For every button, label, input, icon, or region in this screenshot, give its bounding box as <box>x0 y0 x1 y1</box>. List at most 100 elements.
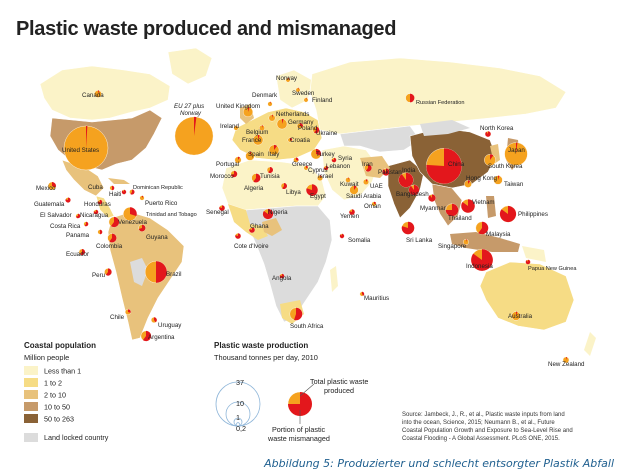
senegal-label: Senegal <box>206 209 229 216</box>
uruguay-marker <box>150 316 158 324</box>
belgium-marker <box>258 124 266 132</box>
poland-marker <box>296 122 304 130</box>
land-layer <box>39 47 596 356</box>
norway-label: Norway <box>276 75 298 82</box>
mexico-marker <box>47 181 57 191</box>
papua-new-guinea-label: Papua New Guinea <box>528 266 577 272</box>
egypt-label: Egypt <box>310 193 326 200</box>
italy-label: Italy <box>268 151 280 158</box>
bubble-layer <box>47 77 570 364</box>
israel-marker <box>316 174 324 182</box>
taiwan-marker <box>493 175 503 185</box>
india-label: India <box>402 167 416 174</box>
guyana-marker <box>138 224 146 232</box>
norway-mismanaged-slice <box>288 77 289 80</box>
italy-mismanaged-slice <box>274 144 278 150</box>
source-line-2: into the ocean, Science, 2015; Neumann B… <box>402 420 555 426</box>
colombia-label: Colombia <box>96 243 123 250</box>
poland-label: Poland <box>298 125 318 132</box>
uae-marker <box>362 178 370 186</box>
canada-marker <box>94 90 102 98</box>
angola-label: Angola <box>272 275 292 282</box>
puerto-rico-marker <box>139 195 145 201</box>
germany-marker <box>276 118 288 130</box>
turkey-label: Turkey <box>316 151 336 158</box>
land-europe <box>231 107 323 161</box>
legend-swatch-landlocked <box>24 433 38 442</box>
papua-new-guinea-mismanaged-slice <box>525 259 531 265</box>
indonesia-mismanaged-slice <box>471 249 493 271</box>
sweden-marker <box>295 87 301 93</box>
cote-d-ivoire-label: Cote d'Ivoire <box>234 243 269 250</box>
trinidad-and-tobago-label: Trinidad and Tobago <box>146 212 197 218</box>
pakistan-mismanaged-slice <box>382 168 390 176</box>
egypt-marker <box>306 184 318 196</box>
legend-swatch-0 <box>24 366 38 375</box>
guyana-mismanaged-slice <box>138 224 146 232</box>
finland-label: Finland <box>312 97 333 104</box>
tunisia-mismanaged-slice <box>268 166 274 174</box>
tunisia-marker <box>266 166 274 174</box>
malaysia-mismanaged-slice <box>478 221 489 235</box>
land-new-zealand <box>584 332 596 356</box>
legend-item-label-3: 10 to 50 <box>44 403 70 412</box>
legend-portion-label-1: Portion of plastic <box>272 425 326 434</box>
chile-label: Chile <box>110 314 125 321</box>
portugal-marker <box>234 156 242 164</box>
denmark-marker <box>267 101 273 107</box>
netherlands-marker <box>268 114 276 122</box>
portugal-label: Portugal <box>216 161 239 168</box>
legend-swatch-2 <box>24 390 38 399</box>
panama-marker <box>97 229 103 235</box>
united-kingdom-marker <box>242 106 254 118</box>
legend-item-label-2: 2 to 10 <box>44 391 66 400</box>
oman-mismanaged-slice <box>374 201 377 204</box>
land-central-asia <box>339 125 421 153</box>
chile-marker <box>124 308 132 316</box>
uae-label: UAE <box>370 183 383 190</box>
ecuador-mismanaged-slice <box>80 248 86 256</box>
hong-kong-label: Hong Kong <box>466 175 498 182</box>
ireland-mismanaged-slice <box>236 125 237 128</box>
colombia-marker <box>107 233 117 243</box>
ukraine-marker <box>312 126 320 134</box>
land-indonesia <box>450 232 520 252</box>
algeria-label: Algeria <box>244 185 264 192</box>
cote-d-ivoire-marker <box>234 232 242 240</box>
cote-d-ivoire-mismanaged-slice <box>235 233 241 239</box>
haiti-label: Haiti <box>109 191 121 198</box>
honduras-marker <box>97 199 103 205</box>
venezuela-mismanaged-slice <box>110 216 120 228</box>
pakistan-marker <box>382 168 390 176</box>
taiwan-mismanaged-slice <box>498 175 500 180</box>
pakistan-label: Pakistan <box>378 169 402 176</box>
puerto-rico-label: Puerto Rico <box>145 200 178 207</box>
canada-mismanaged-slice <box>98 90 100 94</box>
peru-marker <box>104 268 112 276</box>
belgium-label: Belgium <box>246 129 268 136</box>
land-africa-west-coast <box>228 204 268 240</box>
land-mongolia <box>420 120 470 136</box>
singapore-mismanaged-slice <box>466 239 467 242</box>
legend-swatch-4 <box>24 414 38 423</box>
russian-federation-label: Russian Federation <box>416 100 465 106</box>
sri-lanka-label: Sri Lanka <box>406 237 433 244</box>
yemen-label: Yemen <box>340 213 360 220</box>
taiwan-label: Taiwan <box>504 181 524 188</box>
north-korea-label: North Korea <box>480 125 514 132</box>
uruguay-mismanaged-slice <box>154 317 157 323</box>
venezuela-label: Venezuela <box>118 219 147 226</box>
algeria-mismanaged-slice <box>253 173 261 183</box>
germany-label: Germany <box>288 119 314 126</box>
argentina-label: Argentina <box>148 334 175 341</box>
legend-coastal-title: Coastal population <box>24 341 96 350</box>
south-korea-label: South Korea <box>488 163 523 170</box>
somalia-marker <box>339 233 345 239</box>
vietnam-marker <box>461 199 475 213</box>
greece-marker <box>293 157 299 163</box>
land-cuba <box>108 178 130 184</box>
honduras-mismanaged-slice <box>97 199 103 205</box>
myanmar-mismanaged-slice <box>428 194 436 202</box>
source-line-3: Coastal Population Growth and Exposure t… <box>402 428 573 434</box>
vietnam-label: Vietnam <box>472 199 495 206</box>
